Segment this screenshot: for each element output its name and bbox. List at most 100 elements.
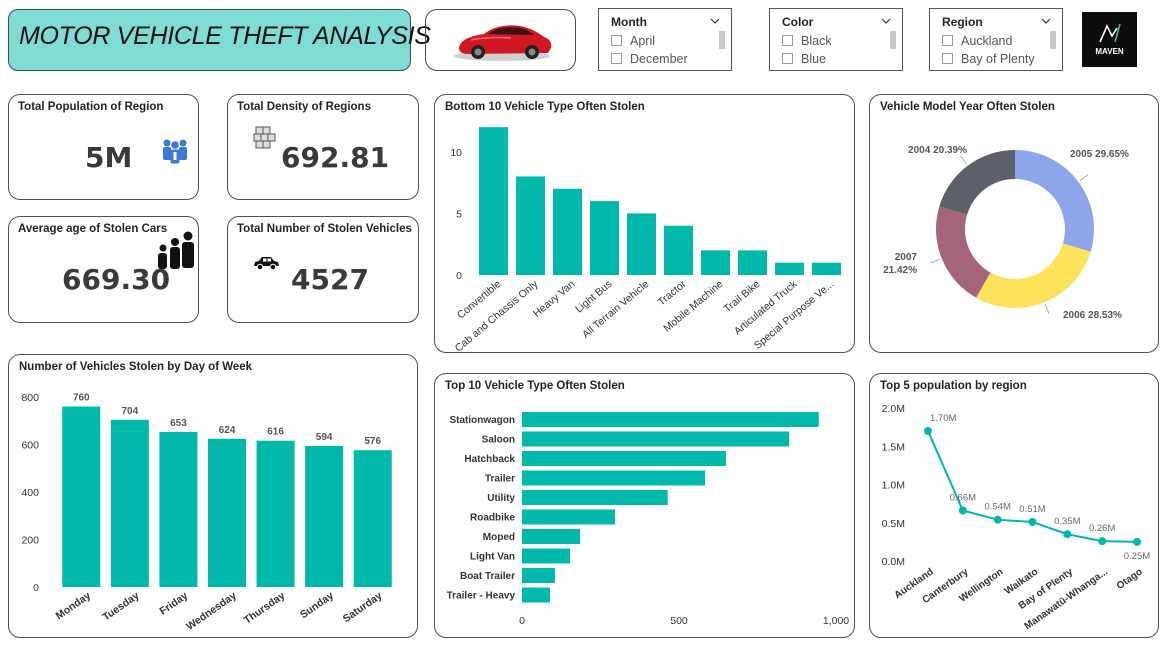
chevron-down-icon[interactable] (709, 15, 721, 27)
bar (522, 470, 706, 486)
checkbox[interactable] (942, 35, 953, 46)
y-tick-label: Hatchback (464, 454, 515, 465)
scrollbar[interactable] (890, 31, 896, 49)
bar (701, 250, 730, 275)
leader-line (930, 258, 941, 264)
bar (522, 587, 550, 603)
y-tick-label: 0.5M (882, 518, 905, 530)
donut-slice (936, 206, 991, 298)
y-tick-label: 600 (21, 440, 39, 452)
x-tick-label: Tractor (656, 278, 689, 309)
bar (553, 188, 582, 275)
kpi-label: Total Number of Stolen Vehicles (237, 223, 412, 235)
bar (522, 431, 790, 447)
slice-label: 2004 20.39% (908, 145, 967, 156)
kpi-label: Total Density of Regions (237, 101, 371, 113)
y-tick-label: 5 (456, 208, 462, 220)
red-car-icon (454, 25, 552, 61)
x-tick-label: 0 (519, 615, 525, 627)
y-tick-label: Light Van (470, 552, 515, 563)
x-tick-label: Otago (1115, 566, 1145, 592)
chart-card-top10: Top 10 Vehicle Type Often Stolen Station… (434, 373, 855, 638)
scrollbar[interactable] (1050, 31, 1056, 49)
kpi-value: 669.30 (62, 263, 171, 296)
y-tick-label: Trailer (485, 474, 515, 485)
y-tick-label: Trailer - Heavy (447, 591, 516, 602)
bar (522, 490, 668, 505)
data-label: 594 (316, 432, 333, 443)
data-label: 653 (170, 418, 187, 429)
data-label: 0.51M (1019, 504, 1045, 515)
color-option-blue[interactable]: Blue (782, 52, 826, 66)
bar (664, 225, 693, 275)
color-option-black[interactable]: Black (782, 34, 832, 48)
month-slicer[interactable]: Month April December (598, 8, 732, 71)
data-label: 616 (267, 427, 284, 438)
top10-chart: Stationwagon Saloon Hatchback Trailer Utilit… (447, 412, 849, 627)
scrollbar[interactable] (719, 31, 725, 49)
y-tick-label: 200 (21, 535, 39, 547)
slice-label: 2005 29.65% (1070, 149, 1129, 160)
chart-card-day-of-week: Number of Vehicles Stolen by Day of Week… (8, 354, 418, 638)
kpi-card-stolen-vehicles: Total Number of Stolen Vehicles 4527 (227, 216, 419, 323)
population-line-chart: 0.0M0.5M1.0M1.5M2.0M1.70MAuckland0.66MCa… (882, 403, 1151, 632)
leader-line (1044, 304, 1050, 314)
bar (305, 445, 344, 587)
chevron-down-icon[interactable] (1040, 15, 1052, 27)
kpi-value: 4527 (291, 263, 369, 296)
chart-title: Vehicle Model Year Often Stolen (880, 101, 1055, 113)
bar (159, 431, 198, 587)
day-of-week-chart: 0 200 400 600 800 760 Monday 704 Tuesday 653 Frida… (21, 392, 392, 633)
bar (522, 568, 555, 583)
region-option-bay-of-plenty[interactable]: Bay of Plenty (942, 52, 1035, 66)
checkbox[interactable] (611, 53, 622, 64)
kpi-value: 692.81 (281, 141, 390, 174)
region-slicer[interactable]: Region Auckland Bay of Plenty (929, 8, 1063, 71)
report-title-banner: MOTOR VEHICLE THEFT ANALYSIS (8, 9, 431, 71)
y-tick-label: Utility (487, 493, 515, 504)
bar (516, 176, 545, 275)
region-option-auckland[interactable]: Auckland (942, 34, 1012, 48)
y-tick-label: 0 (33, 582, 39, 594)
x-tick-label: Monday (54, 590, 94, 623)
month-option-april[interactable]: April (611, 34, 655, 48)
bar (738, 250, 767, 275)
region-slicer-label: Region (942, 15, 983, 29)
y-tick-label: Saloon (482, 435, 515, 446)
checkbox[interactable] (611, 35, 622, 46)
y-tick-label: Stationwagon (449, 415, 515, 426)
report-title: MOTOR VEHICLE THEFT ANALYSIS (19, 22, 431, 50)
data-point (1063, 530, 1072, 539)
x-tick-label: 500 (670, 615, 688, 627)
checkbox[interactable] (782, 35, 793, 46)
x-tick-label: 1,000 (823, 615, 849, 627)
data-point (1028, 517, 1037, 526)
y-tick-label: 800 (21, 392, 39, 404)
chevron-down-icon[interactable] (880, 15, 892, 27)
donut-slice (1015, 150, 1094, 252)
x-tick-label: Wednesday (184, 590, 239, 633)
x-tick-label: Articulated Truck (732, 278, 800, 338)
bar (522, 509, 615, 525)
data-point (924, 426, 932, 435)
bar (522, 412, 819, 427)
checkbox[interactable] (942, 53, 953, 64)
color-slicer[interactable]: Color Black Blue (769, 8, 903, 71)
month-option-december[interactable]: December (611, 52, 688, 66)
car-icon (254, 257, 279, 271)
bar (62, 406, 101, 587)
cubes-icon (253, 126, 276, 149)
bar (479, 127, 508, 275)
chart-title: Top 5 population by region (880, 380, 1027, 392)
data-label: 704 (122, 406, 139, 417)
bar (353, 450, 392, 587)
x-tick-label: Heavy Van (531, 278, 578, 320)
bar (812, 262, 841, 275)
x-tick-label: Tuesday (100, 590, 141, 624)
kpi-label: Average age of Stolen Cars (18, 223, 168, 235)
slice-label: 2006 28.53% (1063, 310, 1122, 321)
checkbox[interactable] (782, 53, 793, 64)
y-tick-label: 0 (456, 270, 462, 282)
bar (110, 419, 149, 587)
